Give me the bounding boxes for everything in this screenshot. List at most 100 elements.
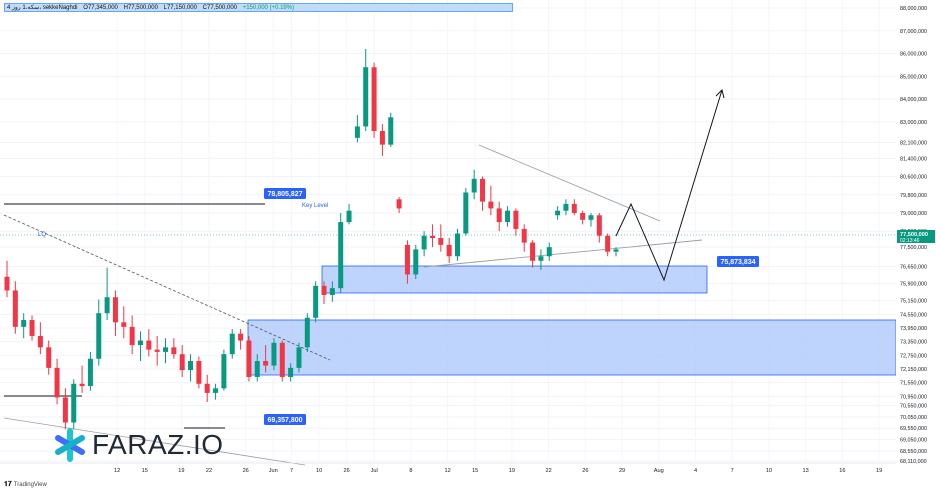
last-price-timer: 02:13:46 <box>900 238 920 244</box>
y-tick-label: 84,000,000 <box>900 97 927 103</box>
candle-body <box>62 397 68 423</box>
candle-body <box>413 249 419 275</box>
candle-body <box>296 347 302 368</box>
candle-body <box>596 215 602 236</box>
candle-body <box>129 326 135 346</box>
candle-body <box>605 235 611 252</box>
candle-body <box>329 288 335 295</box>
x-tick-label: 12 <box>445 468 451 474</box>
brand-logo: FARAZ.IO <box>52 426 224 464</box>
candle-body <box>96 313 102 359</box>
y-tick-label: 75,150,000 <box>900 299 927 305</box>
chart-grid <box>0 0 896 462</box>
candle-body <box>37 335 43 348</box>
upper-demand-zone <box>321 265 708 294</box>
candle-body <box>204 383 210 393</box>
candle-body <box>246 340 252 377</box>
candle-body <box>463 192 469 234</box>
x-tick-label: 10 <box>316 468 322 474</box>
y-tick-label: 83,000,000 <box>900 120 927 126</box>
y-tick-label: 77,500,000 <box>900 245 927 251</box>
projection-line <box>615 89 723 282</box>
candle-body <box>104 297 110 314</box>
target-price-label: 75,873,834 <box>720 259 755 266</box>
x-tick-label: 8 <box>409 468 412 474</box>
candle-body <box>454 233 460 257</box>
candle-body <box>513 210 519 229</box>
low-value: L77,150,000 <box>163 5 197 11</box>
candle-body <box>429 235 435 239</box>
tradingview-attribution[interactable]: 𝟏𝟕 TradingView <box>4 481 47 489</box>
candle-body <box>488 201 494 209</box>
candle-body <box>321 285 327 295</box>
tradingview-label: TradingView <box>13 482 47 488</box>
y-tick-label: 72,750,000 <box>900 353 927 359</box>
x-tick-label: 12 <box>114 468 120 474</box>
target-price-label-box <box>717 256 759 267</box>
y-tick-label: 74,550,000 <box>900 312 927 318</box>
y-tick-label: 70,050,000 <box>900 415 927 421</box>
x-tick-label: 4 <box>694 468 697 474</box>
candle-body <box>54 367 60 398</box>
candle-body <box>112 297 118 323</box>
y-tick-label: 75,900,000 <box>900 282 927 288</box>
candle-body <box>279 342 285 377</box>
y-tick-label: 80,600,000 <box>900 175 927 181</box>
triangle-lower-line <box>423 239 703 268</box>
high-value: H77,500,000 <box>123 5 158 11</box>
y-tick-label: 71,550,000 <box>900 381 927 387</box>
candle-body <box>580 212 586 220</box>
candle-body <box>521 228 527 243</box>
symbol-name: 4 سکه،1 روز، sekkeNaghdi <box>7 5 78 11</box>
candle-body <box>338 222 344 289</box>
candle-body <box>354 126 360 138</box>
y-tick-label: 68,110,000 <box>900 459 927 465</box>
price-axis-background <box>896 0 936 492</box>
tradingview-icon: 𝟏𝟕 <box>4 481 12 488</box>
candle-body <box>121 322 127 327</box>
candle-body <box>171 347 177 355</box>
candle-body <box>163 347 169 352</box>
price-labels: 78,805,827 69,357,800 75,873,834 Key Level L… <box>38 188 759 425</box>
x-tick-label: 22 <box>206 468 212 474</box>
x-tick-label: 22 <box>546 468 552 474</box>
candle-body <box>263 361 269 366</box>
lower-demand-zone <box>247 319 897 376</box>
candle-body <box>346 210 352 223</box>
candle-body <box>213 388 219 393</box>
y-tick-label: 82,100,000 <box>900 140 927 146</box>
candle-body <box>613 249 619 252</box>
x-tick-label: 29 <box>619 468 625 474</box>
y-tick-label: 76,650,000 <box>900 264 927 270</box>
y-tick-label: 79,800,000 <box>900 193 927 199</box>
candle-body <box>379 130 385 145</box>
candle-body <box>505 210 511 223</box>
candle-body <box>12 290 18 327</box>
x-tick-label: 26 <box>243 468 249 474</box>
candle-body <box>304 317 310 348</box>
x-tick-label: 19 <box>509 468 515 474</box>
triangle-upper-line <box>478 144 661 222</box>
candle-body <box>79 383 85 387</box>
candle-body <box>29 320 35 336</box>
candle-body <box>371 67 377 131</box>
candle-body <box>396 199 402 209</box>
faraz-asterisk-logo-icon <box>55 428 85 462</box>
candle-body <box>71 383 77 423</box>
candle-body <box>271 342 277 366</box>
symbol-header: 4 سکه،1 روز، sekkeNaghdi O77,345,000 H77… <box>4 3 513 12</box>
y-tick-label: 85,000,000 <box>900 74 927 80</box>
key-level-price-label: 78,805,827 <box>267 191 302 198</box>
projection-arrowhead <box>715 89 725 99</box>
support-price-label: 69,357,800 <box>267 417 302 424</box>
candle-body <box>546 247 552 257</box>
candle-body <box>496 208 502 223</box>
candle-body <box>563 203 569 211</box>
lq-trendline <box>3 214 331 361</box>
y-tick-label: 69,550,000 <box>900 426 927 432</box>
open-value: O77,345,000 <box>83 5 118 11</box>
y-tick-label: 88,000,000 <box>900 6 927 12</box>
x-tick-label: 10 <box>766 468 772 474</box>
candle-body <box>313 285 319 318</box>
